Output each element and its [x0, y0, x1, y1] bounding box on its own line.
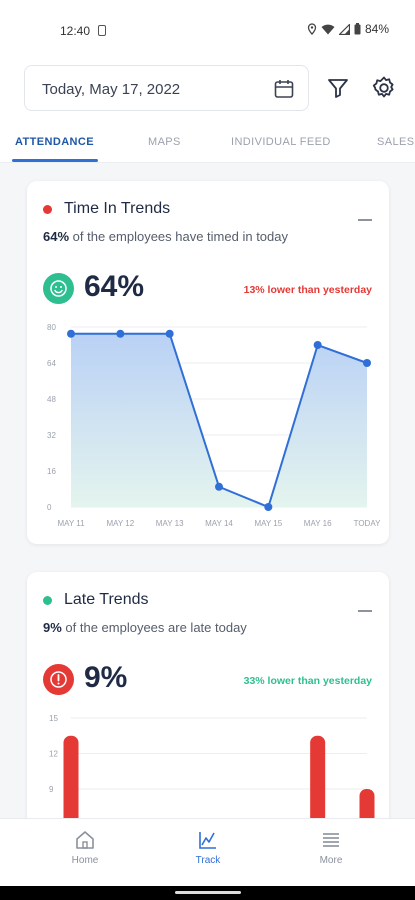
location-icon	[307, 23, 317, 35]
x-tick-label: MAY 14	[205, 519, 233, 528]
big-value: 9%	[84, 661, 128, 694]
card-title: Time In Trends	[64, 200, 171, 217]
y-tick-label: 16	[47, 467, 56, 476]
date-text: Today, May 17, 2022	[42, 81, 181, 98]
alert-circle-icon	[43, 664, 74, 695]
gesture-bar	[0, 886, 415, 900]
x-tick-label: MAY 16	[304, 519, 332, 528]
y-tick-label: 12	[49, 750, 58, 759]
nav-track[interactable]: Track	[168, 829, 248, 866]
home-icon	[76, 831, 94, 849]
status-dot	[43, 205, 52, 214]
subtitle-text: of the employees are late today	[61, 620, 247, 635]
x-tick-label: MAY 12	[106, 519, 134, 528]
x-tick-label: MAY 15	[254, 519, 282, 528]
nav-track-label: Track	[195, 855, 221, 866]
battery-percent: 84%	[364, 22, 389, 36]
subtitle-percent: 9%	[43, 620, 62, 635]
y-tick-label: 32	[47, 431, 56, 440]
tab-active-indicator	[12, 159, 98, 162]
y-tick-label: 80	[47, 323, 56, 332]
gear-icon[interactable]	[371, 75, 397, 101]
tab-individual-feed[interactable]: INDIVIDUAL FEED	[231, 136, 331, 148]
wifi-icon	[321, 24, 335, 34]
bar	[63, 735, 79, 842]
card-title: Late Trends	[64, 591, 149, 608]
data-point	[313, 341, 322, 349]
subtitle-percent: 64%	[43, 229, 70, 244]
data-point	[363, 359, 371, 367]
tab-bar: ATTENDANCE MAPS INDIVIDUAL FEED SALES	[0, 122, 415, 163]
date-picker[interactable]: Today, May 17, 2022	[24, 65, 309, 111]
nav-more[interactable]: More	[291, 829, 371, 866]
bottom-nav: Home Track More	[0, 818, 415, 886]
nav-more-label: More	[319, 855, 343, 866]
time-in-area-chart: 0 16 32 48 64 80 MAY 11 MAY 12 MAY 13 MAY 14 MAY 1…	[47, 323, 381, 528]
x-tick-label: TODAY	[354, 519, 381, 528]
gesture-pill	[175, 891, 241, 894]
big-value: 64%	[84, 270, 145, 303]
status-bar: 12:40 84%	[0, 0, 415, 62]
comparison-text: 33% lower than yesterday	[243, 675, 372, 687]
y-tick-label: 64	[47, 359, 56, 368]
nav-home-label: Home	[71, 855, 99, 866]
data-point	[215, 482, 223, 491]
status-right: 84%	[307, 22, 389, 36]
y-tick-label: 48	[47, 395, 56, 404]
collapse-icon[interactable]	[358, 219, 372, 221]
status-time: 12:40	[60, 24, 91, 38]
tab-sales[interactable]: SALES	[377, 136, 415, 148]
battery-icon	[354, 23, 361, 35]
time-in-trends-card: Time In Trends 64% of the employees have…	[27, 181, 389, 544]
data-point	[264, 503, 273, 511]
filter-icon[interactable]	[326, 76, 350, 100]
y-tick-label: 15	[49, 714, 58, 723]
card-subtitle: 64% of the employees have timed in today	[43, 229, 288, 244]
x-tick-label: MAY 11	[57, 519, 85, 528]
y-tick-label: 9	[49, 785, 54, 794]
bar	[310, 735, 326, 842]
tab-maps[interactable]: MAPS	[148, 136, 181, 148]
comparison-text: 13% lower than yesterday	[243, 284, 372, 296]
late-trends-card: Late Trends 9% of the employees are late…	[27, 572, 389, 842]
signal-icon	[338, 23, 350, 35]
card-subtitle: 9% of the employees are late today	[43, 620, 247, 635]
status-dot	[43, 596, 52, 605]
x-tick-label: MAY 13	[156, 519, 184, 528]
area-fill	[71, 333, 367, 507]
collapse-icon[interactable]	[358, 610, 372, 612]
tab-attendance[interactable]: ATTENDANCE	[15, 136, 94, 148]
smiley-face-icon	[43, 273, 74, 304]
nav-home[interactable]: Home	[45, 829, 125, 866]
data-point	[67, 329, 75, 338]
subtitle-text: of the employees have timed in today	[69, 229, 288, 244]
late-bar-chart: 9 12 15	[49, 714, 375, 842]
data-point	[165, 329, 174, 338]
y-tick-label: 0	[47, 503, 52, 512]
header: Today, May 17, 2022	[0, 62, 415, 122]
menu-icon	[323, 833, 339, 847]
data-point	[116, 329, 125, 338]
calendar-icon	[274, 80, 294, 98]
sim-icon	[98, 25, 106, 36]
chart-line-icon	[199, 832, 216, 849]
